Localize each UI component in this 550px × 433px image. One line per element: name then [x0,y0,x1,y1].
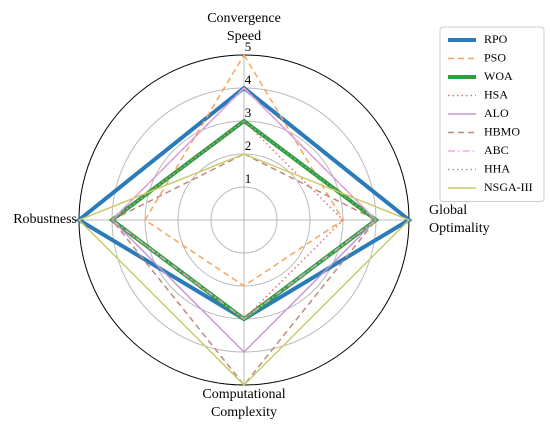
r-tick-label: 4 [245,72,252,87]
legend-label: HSA [484,87,508,101]
r-tick-label: 5 [245,39,252,54]
axis-label: Global [429,203,467,218]
axis-label: Optimality [429,221,490,236]
axis-label: Convergence [207,11,281,26]
legend-label: HBMO [484,124,520,138]
series-line [77,153,411,387]
r-tick-label: 2 [245,138,252,153]
axis-label: Complexity [211,405,277,420]
legend-label: ALO [484,106,509,120]
r-tick-label: 3 [245,105,252,120]
legend-label: WOA [484,69,513,83]
series-line [110,120,378,320]
legend-label: HHA [484,161,510,175]
axis-label: Computational [202,387,285,402]
axis-label: Speed [227,29,261,44]
legend-label: NSGA-III [484,180,533,194]
axis-label: Robustness [13,212,77,227]
series-line [110,86,378,354]
legend: RPO PSO WOA HSA ALO HBMO ABC HHA NSGA-III [439,26,545,202]
legend-box [439,26,545,202]
r-tick-label: 1 [245,171,252,186]
legend-label: RPO [484,32,508,46]
series-line [143,53,345,287]
legend-label: ABC [484,143,509,157]
legend-label: PSO [484,50,506,64]
